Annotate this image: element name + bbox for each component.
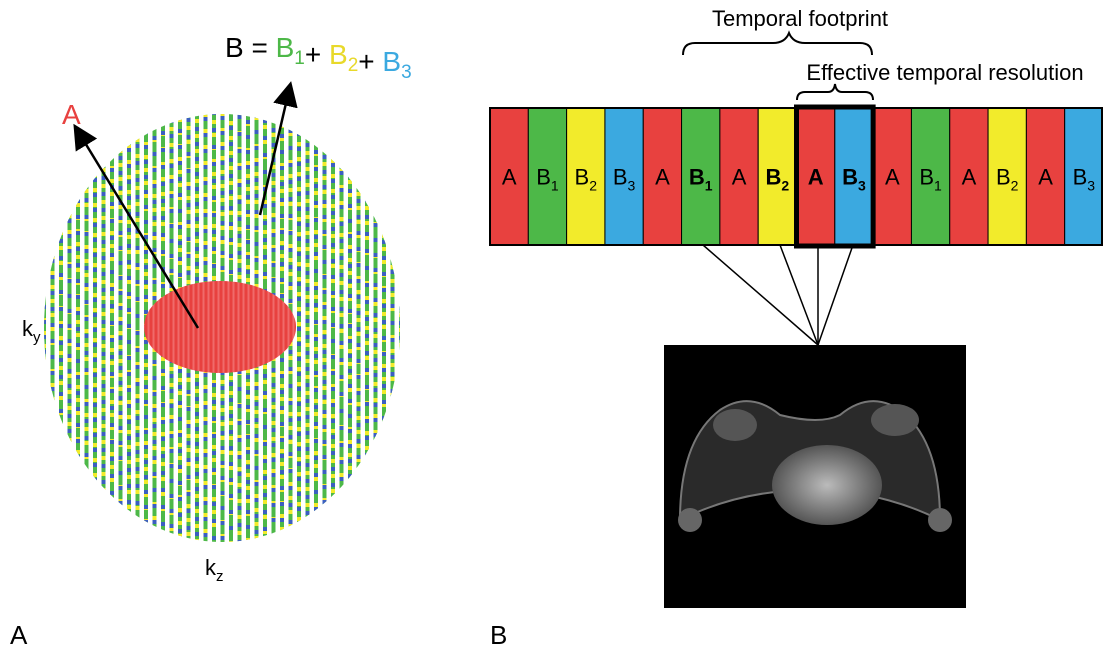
eq-sub: 3	[401, 62, 412, 83]
kz-label: kz	[205, 555, 224, 585]
ky-sub: y	[33, 329, 41, 346]
cell-sub: 3	[858, 178, 866, 194]
cell-main: B	[919, 165, 934, 190]
eq-part: +	[305, 39, 329, 70]
cell-sub: 1	[934, 178, 942, 194]
eq-part: B =	[225, 32, 276, 63]
cell-label: A	[502, 165, 517, 190]
cell-main: A	[962, 165, 977, 190]
eq-part: B	[329, 39, 348, 70]
region-a-label: A	[62, 99, 81, 130]
cell-label: A	[655, 165, 670, 190]
eq-part: B	[382, 46, 401, 77]
cell-main: A	[732, 165, 747, 190]
cell-sub: 3	[628, 178, 636, 194]
cell-label: A	[732, 165, 747, 190]
footprint-brace	[683, 33, 872, 55]
resolution-brace	[797, 84, 873, 100]
figure: A B = B1+ B2+ B3 ky kz A B Temporal foot…	[0, 0, 1103, 656]
cell-main: A	[808, 165, 824, 190]
connector-lines	[703, 245, 853, 345]
cell-label: A	[962, 165, 977, 190]
kz-sub: z	[216, 568, 224, 585]
panel-label: A	[10, 620, 28, 650]
cell-sub: 2	[589, 178, 597, 194]
equation: B = B1+ B2+ B3	[225, 32, 412, 83]
k-space-samples	[44, 110, 401, 548]
cell-main: A	[885, 165, 900, 190]
cell-sub: 1	[551, 178, 559, 194]
cell-main: B	[1073, 165, 1088, 190]
cell-main: B	[766, 165, 782, 190]
cell-main: A	[502, 165, 517, 190]
eq-part: +	[358, 46, 382, 77]
eq-sub: 1	[294, 48, 305, 69]
cell-sub: 2	[781, 178, 789, 194]
cell-sub: 2	[1011, 178, 1019, 194]
ky-label: ky	[22, 316, 41, 346]
cell-sub: 1	[705, 178, 713, 194]
cell-label: A	[1038, 165, 1053, 190]
cell-main: B	[842, 165, 858, 190]
cell-sub: 3	[1087, 178, 1095, 194]
eq-part: B	[276, 32, 295, 63]
eq-sub: 2	[348, 55, 359, 76]
mri-image	[664, 345, 966, 608]
cell-main: B	[536, 165, 551, 190]
resolution-label: Effective temporal resolution	[806, 60, 1083, 85]
cell-main: B	[575, 165, 590, 190]
panel-label: B	[490, 620, 507, 650]
cell-main: A	[655, 165, 670, 190]
footprint-label: Temporal footprint	[712, 6, 888, 31]
cell-label: A	[885, 165, 900, 190]
cell-main: B	[689, 165, 705, 190]
cell-main: B	[996, 165, 1011, 190]
cell-main: B	[613, 165, 628, 190]
cell-main: A	[1038, 165, 1053, 190]
cell-label: A	[808, 165, 824, 190]
